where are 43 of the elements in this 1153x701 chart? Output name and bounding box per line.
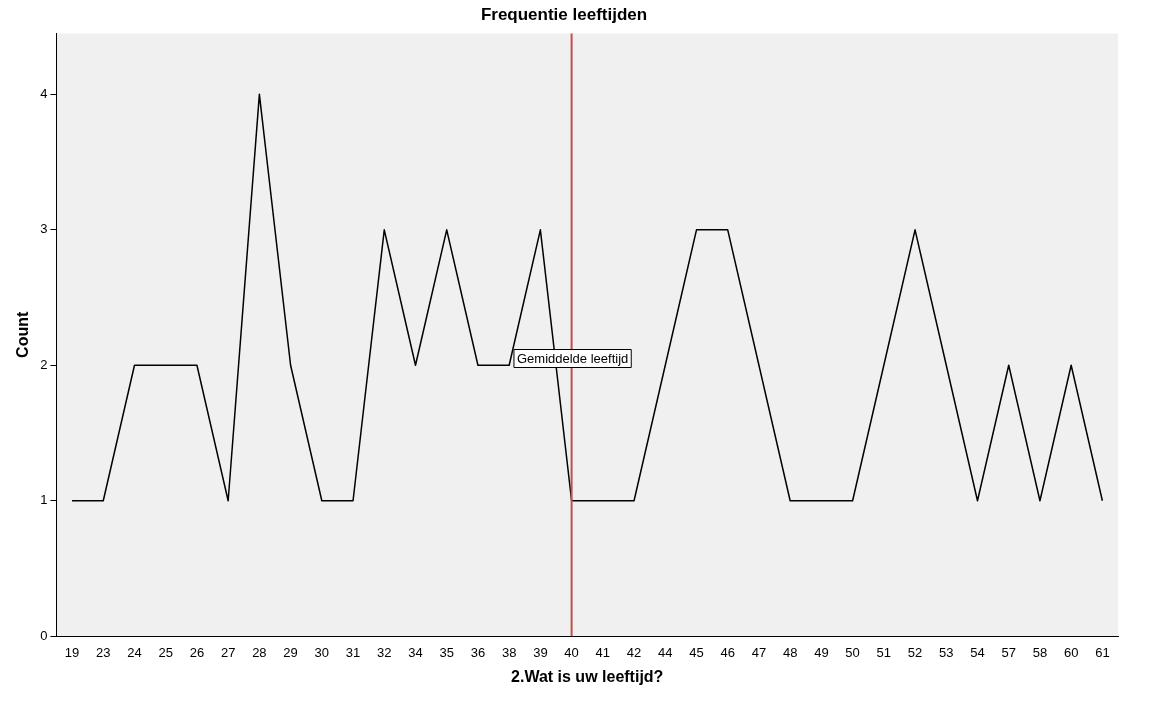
x-tick-label: 24 [127, 644, 142, 660]
x-tick-label: 58 [1032, 644, 1048, 660]
x-tick-label: 27 [220, 644, 236, 660]
y-tick-label: 3 [40, 221, 48, 237]
x-tick-label: 31 [345, 644, 361, 660]
x-tick-label: 57 [1001, 644, 1016, 660]
x-tick-label: 19 [64, 644, 80, 660]
chart-title: Frequentie leeftijden [480, 4, 648, 24]
x-tick-label: 38 [501, 644, 517, 660]
y-tick-label: 0 [40, 627, 48, 643]
y-tick-label: 1 [40, 492, 48, 508]
ref-line-label: Gemiddelde leeftijd [516, 351, 629, 367]
x-tick-label: 29 [283, 644, 298, 660]
x-tick-label: 32 [377, 644, 392, 660]
x-tick-label: 28 [252, 644, 267, 660]
x-tick-label: 34 [408, 644, 423, 660]
y-axis-title: Count [14, 311, 32, 358]
x-tick-label: 47 [751, 644, 767, 660]
x-tick-label: 53 [939, 644, 954, 660]
y-tick-label: 2 [40, 356, 48, 372]
x-tick-label: 41 [595, 644, 611, 660]
x-tick-label: 35 [439, 644, 454, 660]
x-tick-label: 26 [189, 644, 205, 660]
x-tick-label: 48 [782, 644, 798, 660]
x-tick-label: 49 [814, 644, 829, 660]
x-tick-label: 50 [845, 644, 860, 660]
x-tick-label: 23 [96, 644, 111, 660]
x-tick-label: 51 [876, 644, 892, 660]
x-tick-label: 36 [470, 644, 486, 660]
x-tick-label: 54 [970, 644, 985, 660]
x-tick-label: 60 [1063, 644, 1079, 660]
x-tick-label: 44 [658, 644, 673, 660]
x-tick-label: 45 [689, 644, 704, 660]
x-tick-label: 46 [720, 644, 735, 660]
x-tick-label: 39 [533, 644, 548, 660]
x-tick-label: 52 [907, 644, 923, 660]
x-tick-label: 40 [564, 644, 579, 660]
x-tick-label: 61 [1095, 644, 1110, 660]
x-tick-label: 30 [314, 644, 330, 660]
x-tick-label: 42 [626, 644, 642, 660]
x-tick-label: 25 [158, 644, 173, 660]
y-tick-label: 4 [40, 85, 48, 101]
x-axis-title: 2.Wat is uw leeftijd? [511, 667, 664, 685]
